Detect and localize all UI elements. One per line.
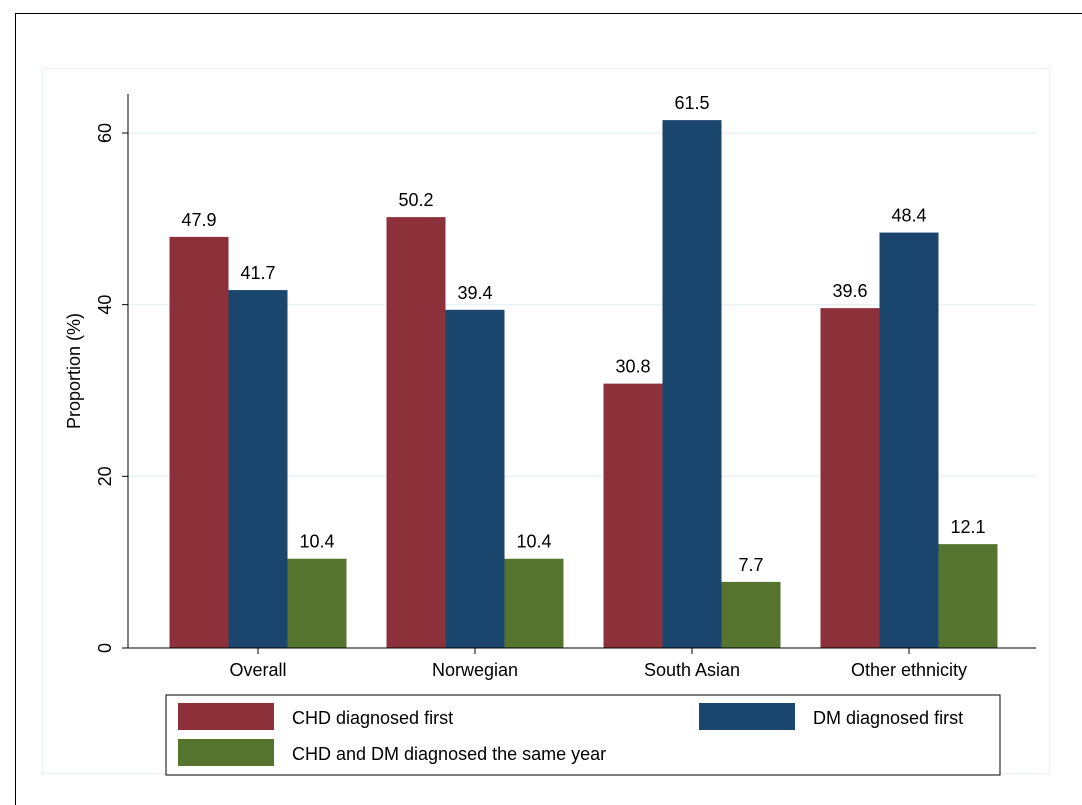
data-label: 41.7 xyxy=(240,263,275,283)
data-labels: 47.9 41.7 10.4 50.2 39.4 10.4 30.8 61.5 7.7 39.6 4… xyxy=(181,93,985,575)
data-label: 39.6 xyxy=(832,281,867,301)
bar xyxy=(603,383,663,648)
bar xyxy=(820,308,880,648)
category-label: South Asian xyxy=(644,660,740,680)
bar xyxy=(504,558,564,648)
y-tick-label: 40 xyxy=(95,295,115,315)
legend-box xyxy=(165,694,1001,776)
bar xyxy=(662,120,722,648)
data-label: 7.7 xyxy=(738,555,763,575)
legend-swatch-chd-first xyxy=(178,703,274,730)
y-tick-label: 0 xyxy=(95,643,115,653)
axes xyxy=(127,94,1036,649)
bar xyxy=(169,236,229,648)
data-label: 50.2 xyxy=(398,190,433,210)
data-label: 12.1 xyxy=(950,517,985,537)
legend-swatch-dm-first xyxy=(699,703,795,730)
y-ticks: 0 20 40 60 xyxy=(95,123,128,653)
bar xyxy=(721,581,781,648)
bars xyxy=(169,120,998,649)
data-label: 39.4 xyxy=(457,283,492,303)
legend: CHD diagnosed first DM diagnosed first C… xyxy=(165,694,1001,776)
category-labels: Overall Norwegian South Asian Other ethnici… xyxy=(229,648,967,680)
category-label: Other ethnicity xyxy=(851,660,967,680)
legend-swatch-same-year xyxy=(178,739,274,766)
bar xyxy=(228,290,288,648)
y-axis-title: Proportion (%) xyxy=(64,313,84,429)
data-label: 10.4 xyxy=(299,532,334,552)
y-tick-label: 20 xyxy=(95,466,115,486)
category-label: Overall xyxy=(229,660,286,680)
bar xyxy=(445,309,505,648)
bar xyxy=(938,544,998,648)
legend-label-chd-first: CHD diagnosed first xyxy=(292,708,453,728)
legend-label-dm-first: DM diagnosed first xyxy=(813,708,963,728)
bar xyxy=(386,217,446,648)
bar xyxy=(879,232,939,649)
category-label: Norwegian xyxy=(432,660,518,680)
data-label: 47.9 xyxy=(181,210,216,230)
chart-frame xyxy=(15,13,1082,805)
data-label: 30.8 xyxy=(615,357,650,377)
data-label: 48.4 xyxy=(891,206,926,226)
y-tick-label: 60 xyxy=(95,123,115,143)
data-label: 10.4 xyxy=(516,532,551,552)
bar xyxy=(287,558,347,648)
data-label: 61.5 xyxy=(674,93,709,113)
legend-label-same-year: CHD and DM diagnosed the same year xyxy=(292,744,606,764)
